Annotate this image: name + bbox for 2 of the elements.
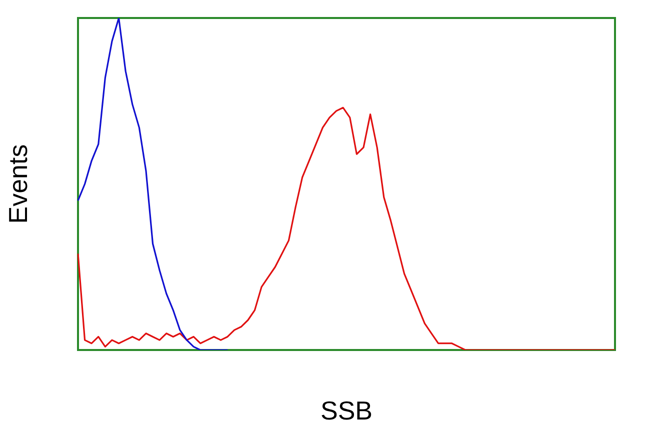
x-axis-title: SSB bbox=[320, 396, 373, 426]
y-axis-title: Events bbox=[2, 144, 33, 224]
